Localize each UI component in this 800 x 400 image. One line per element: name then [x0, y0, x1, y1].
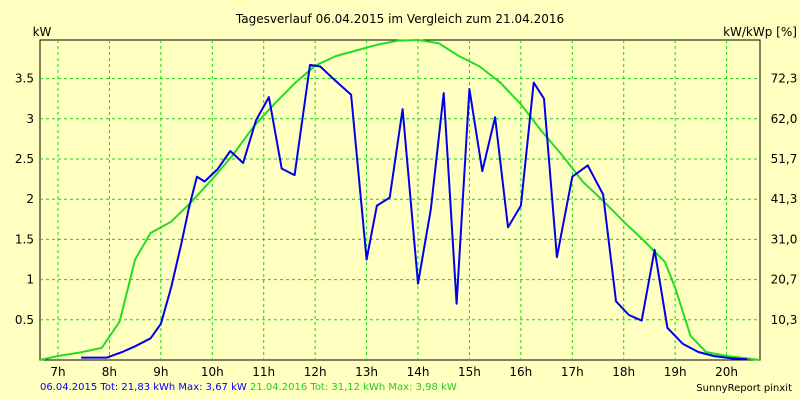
series2-summary: 21.04.2016 Tot: 31,12 kWh Max: 3,98 kW	[249, 382, 457, 393]
series1-summary: 06.04.2015 Tot: 21,83 kWh Max: 3,67 kW	[40, 382, 247, 393]
x-tick-label: 19h	[664, 365, 687, 379]
series-line-21-04-2016	[39, 39, 761, 361]
x-tick-label: 20h	[715, 365, 738, 379]
x-tick-label: 11h	[252, 365, 275, 379]
y-tick-label: 1.5	[15, 232, 34, 246]
y2-tick-labels: 10,3 20,7 31,0 41,3 51,7 62,0 72,3	[771, 72, 798, 327]
y2-tick-label: 10,3	[771, 313, 798, 327]
y2-tick-label: 31,0	[771, 232, 798, 246]
y2-tick-label: 72,3	[771, 72, 798, 86]
y-tick-label: 0.5	[15, 313, 34, 327]
series-layer	[39, 39, 761, 361]
y-tick-label: 2	[26, 192, 34, 206]
y2-axis-label: kW/kWp [%]	[723, 25, 797, 39]
y-tick-labels: 0.5 1 1.5 2 2.5 3 3.5	[15, 72, 34, 327]
y-tick-label: 3	[26, 112, 34, 126]
y-tick-label: 1	[26, 273, 34, 287]
x-tick-label: 17h	[561, 365, 584, 379]
x-tick-label: 9h	[153, 365, 168, 379]
x-tick-label: 16h	[509, 365, 532, 379]
credit-text: SunnyReport pinxit	[696, 383, 792, 394]
x-tick-labels: 7h 8h 9h 10h 11h 12h 13h 14h 15h 16h 17h 18h 19h 20h	[50, 365, 738, 379]
y-tick-label: 3.5	[15, 72, 34, 86]
vertical-gridlines	[57, 40, 728, 360]
x-tick-label: 18h	[612, 365, 635, 379]
plot-area	[39, 39, 761, 361]
y-tick-label: 2.5	[15, 152, 34, 166]
chart-title: Tagesverlauf 06.04.2015 im Vergleich zum…	[235, 12, 564, 26]
x-tick-label: 12h	[304, 365, 327, 379]
y-axis-label: kW	[33, 25, 52, 39]
y2-tick-label: 62,0	[771, 112, 798, 126]
y2-tick-label: 20,7	[771, 273, 798, 287]
x-tick-label: 15h	[458, 365, 481, 379]
x-tick-label: 14h	[407, 365, 430, 379]
y2-tick-label: 51,7	[771, 152, 798, 166]
x-tick-label: 13h	[355, 365, 378, 379]
x-tick-label: 7h	[50, 365, 65, 379]
series-line-06-04-2015	[81, 63, 748, 361]
footer-summary: 06.04.2015 Tot: 21,83 kWh Max: 3,67 kW 2…	[40, 382, 457, 393]
x-tick-label: 10h	[201, 365, 224, 379]
x-tick-label: 8h	[102, 365, 117, 379]
y2-tick-label: 41,3	[771, 192, 798, 206]
